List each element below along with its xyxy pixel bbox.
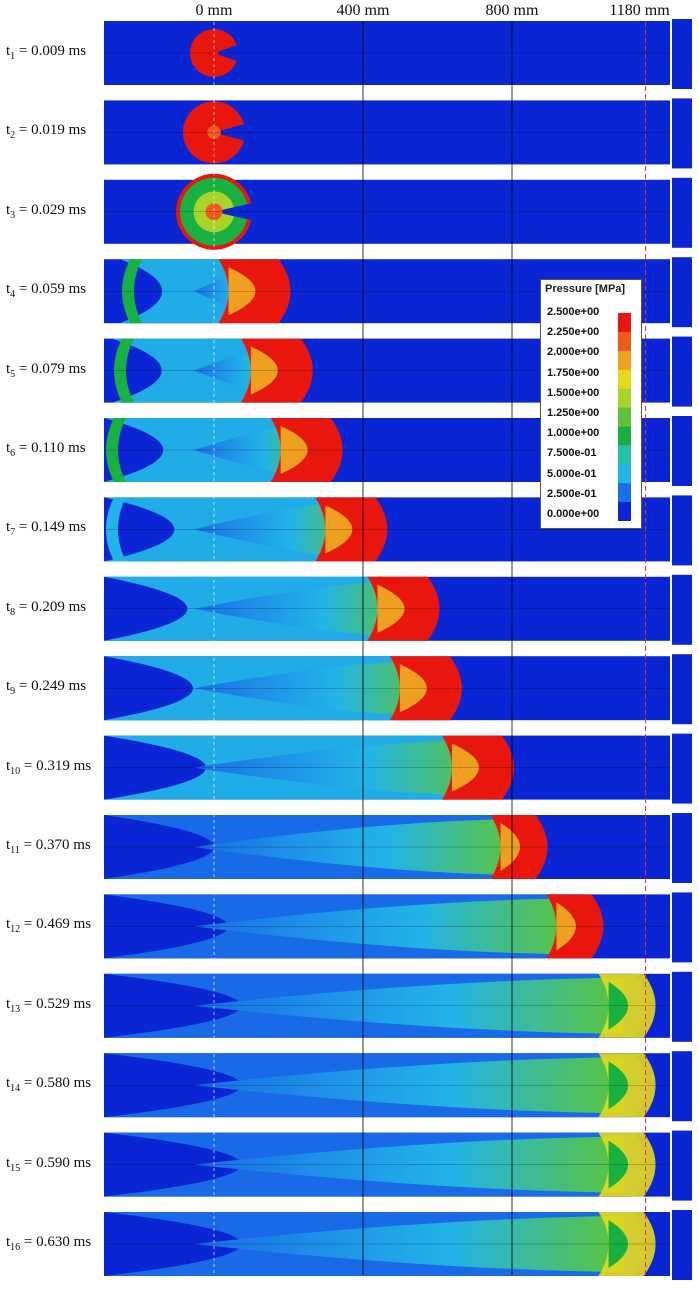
legend-item-label: 2.250e+00 [547,326,600,339]
legend-item-label: 1.000e+00 [547,427,600,440]
snapshot-row-16 [104,1210,692,1280]
snapshot-row-13 [104,971,692,1042]
snapshot-row-3 [104,173,692,250]
legend-swatch [618,464,631,484]
time-label-7: t7 = 0.149 ms [6,519,87,539]
axis-label-800mm: 800 mm [485,2,539,19]
time-label-12: t12 = 0.469 ms [6,916,92,936]
boundary-strip [672,177,692,248]
snapshot-row-2 [104,98,692,169]
legend-swatch [618,483,631,503]
legend-swatch [618,502,631,521]
legend-item-label: 1.250e+00 [547,407,600,419]
snapshot-row-14 [104,1051,692,1122]
boundary-strip [672,654,692,725]
boundary-strip [672,1130,692,1201]
legend-swatch [618,445,631,465]
snapshot-row-11 [104,813,692,883]
boundary-strip [672,892,692,963]
boundary-strip [672,257,692,328]
legend-item-label: 2.500e+00 [547,306,600,318]
legend-swatch [618,426,631,446]
legend-item-label: 2.000e+00 [547,346,600,359]
time-label-2: t2 = 0.019 ms [6,122,87,142]
time-label-4: t4 = 0.059 ms [6,281,87,301]
legend-swatch [618,369,631,390]
boundary-strip [672,1051,692,1122]
legend-swatch [618,388,631,409]
time-label-11: t11 = 0.370 ms [6,837,91,856]
time-label-16: t16 = 0.630 ms [6,1234,92,1253]
axis-label-0mm: 0 mm [195,2,233,19]
boundary-strip [672,19,692,89]
legend-item-label: 2.500e-01 [547,487,597,500]
legend-swatch [618,407,631,427]
time-label-8: t8 = 0.209 ms [6,598,87,618]
snapshot-row-12 [104,892,692,963]
time-label-13: t13 = 0.529 ms [6,995,92,1015]
boundary-strip [672,98,692,169]
snapshot-row-7 [104,495,692,566]
axis-label-400mm: 400 mm [336,2,390,19]
legend-title: Pressure [MPa] [545,283,626,295]
boundary-strip [672,336,692,407]
legend-item-label: 1.500e+00 [547,386,600,399]
legend-item-label: 7.500e-01 [547,447,597,460]
time-label-10: t10 = 0.319 ms [6,757,92,777]
boundary-strip [672,1210,692,1280]
legend-item-label: 1.750e+00 [547,366,600,379]
boundary-strip [672,416,692,486]
snapshot-row-9 [104,654,692,725]
legend-color-bar [618,313,631,521]
time-label-5: t5 = 0.079 ms [6,360,87,380]
boundary-strip [672,813,692,883]
time-label-6: t6 = 0.110 ms [6,440,86,459]
snapshot-row-10 [104,733,692,804]
time-label-1: t1 = 0.009 ms [6,43,87,62]
legend-swatch [618,331,631,352]
pressure-legend: Pressure [MPa] 2.500e+00 2.250e+00 2.000e+… [540,279,642,529]
time-label-9: t9 = 0.249 ms [6,678,87,698]
snapshot-row-8 [104,574,692,645]
axis-label-1180mm: 1180 mm [609,2,670,19]
guide-lines [213,22,647,1275]
time-label-15: t15 = 0.590 ms [6,1154,92,1174]
boundary-strip [672,733,692,804]
legend-item-label: 5.000e-01 [547,467,597,480]
time-label-14: t14 = 0.580 ms [6,1075,92,1095]
snapshot-row-15 [104,1130,692,1201]
legend-swatch [618,313,631,333]
legend-swatch [618,350,631,371]
time-label-3: t3 = 0.029 ms [6,201,87,221]
snapshot-row-1 [104,19,692,89]
legend-item-label: 0.000e+00 [547,508,600,520]
boundary-strip [672,574,692,645]
boundary-strip [672,495,692,566]
boundary-strip [672,971,692,1042]
